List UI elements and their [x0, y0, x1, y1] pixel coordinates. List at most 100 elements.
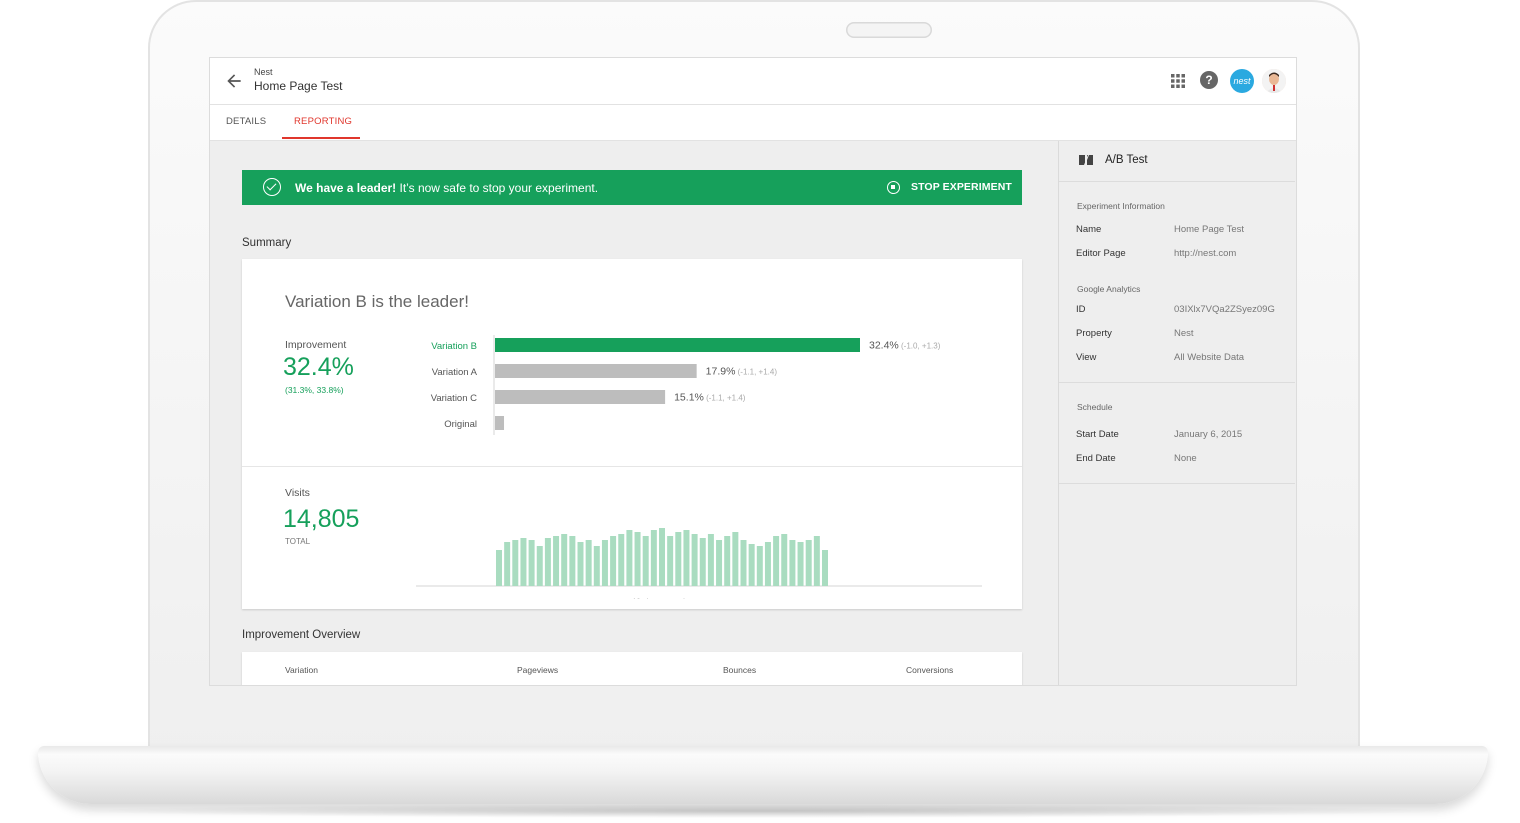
analytics-key-id: ID [1076, 304, 1086, 315]
visits-bar [675, 532, 682, 586]
stop-circle-icon [887, 181, 900, 194]
info-key-name: Name [1076, 224, 1102, 235]
visits-bar [805, 540, 812, 586]
bar-category-label: Original [444, 419, 477, 430]
tab-bar: DETAILS REPORTING [210, 105, 1296, 141]
user-avatar[interactable] [1262, 69, 1286, 93]
check-circle-icon [263, 178, 281, 196]
visits-bar [528, 540, 535, 586]
details-sidebar: A/B Test Experiment Information Name Hom… [1058, 141, 1296, 685]
overview-title: Improvement Overview [242, 629, 361, 641]
main-content: We have a leader! It’s now safe to stop … [210, 141, 1058, 685]
visits-bar [650, 530, 657, 586]
bar-interval-label: (-1.1, +1.4) [738, 368, 778, 377]
visits-bar [781, 534, 788, 586]
visits-caption: 40 days running [631, 597, 695, 599]
leader-banner: We have a leader! It’s now safe to stop … [242, 170, 1022, 205]
visits-bar [626, 530, 633, 586]
schedule-key-end: End Date [1076, 453, 1116, 464]
info-value-name: Home Page Test [1174, 224, 1245, 235]
visits-bar [642, 536, 649, 586]
visits-bar [659, 528, 665, 586]
stop-experiment-button[interactable]: STOP EXPERIMENT [885, 170, 1015, 205]
column-header-conversions[interactable]: Conversions [906, 665, 954, 675]
schedule-heading: Schedule [1077, 402, 1113, 412]
apps-grid-icon[interactable] [1170, 73, 1186, 89]
laptop-hinge [38, 746, 1488, 754]
info-key-editor-page: Editor Page [1076, 248, 1126, 259]
visits-bar [585, 540, 592, 586]
sidebar-title: A/B Test [1105, 154, 1148, 166]
analytics-key-property: Property [1076, 328, 1112, 339]
variation-bar [495, 416, 505, 430]
active-tab-indicator [282, 137, 360, 139]
analytics-value-id: 03IXlx7VQa2ZSyez09G [1174, 304, 1275, 315]
visits-bar [496, 550, 502, 586]
camera-notch [846, 22, 932, 38]
variation-bar [495, 390, 666, 404]
visits-bar [610, 536, 617, 586]
schedule-value-start: January 6, 2015 [1174, 429, 1243, 440]
bar-value-label: 15.1% [674, 392, 704, 404]
column-header-bounces[interactable]: Bounces [723, 665, 757, 675]
sidebar-divider [1059, 483, 1295, 484]
visits-bar [544, 538, 551, 586]
variation-bar [495, 338, 860, 352]
page-title: Home Page Test [254, 79, 343, 93]
tab-reporting[interactable]: REPORTING [294, 116, 353, 127]
analytics-key-view: View [1076, 352, 1097, 363]
banner-message: We have a leader! It’s now safe to stop … [295, 181, 598, 195]
card-divider [242, 466, 1022, 467]
laptop-shadow [60, 804, 1460, 818]
analytics-value-view: All Website Data [1174, 352, 1245, 363]
top-app-bar: Nest Home Page Test ? nest [210, 58, 1296, 105]
visits-bar [813, 536, 820, 586]
visits-bar-chart: 40 days running [416, 528, 982, 599]
user-photo-icon [1262, 69, 1286, 93]
info-value-editor-page[interactable]: http://nest.com [1174, 248, 1237, 259]
overview-table: Variation Pageviews Bounces Conversions [242, 652, 1022, 685]
visits-bar [764, 542, 771, 586]
app-subtitle: Nest [254, 67, 273, 77]
summary-card: Variation B is the leader! Improvement 3… [242, 259, 1022, 609]
bar-category-label: Variation A [432, 367, 478, 378]
visits-bar [748, 544, 755, 586]
visits-value: 14,805 [283, 505, 360, 533]
visits-bar [618, 534, 625, 586]
column-header-pageviews[interactable]: Pageviews [517, 665, 559, 675]
tab-details[interactable]: DETAILS [226, 116, 267, 127]
visits-bar [569, 536, 576, 586]
bar-category-label: Variation B [431, 341, 477, 352]
bar-value-label: 32.4% [869, 340, 899, 352]
help-icon[interactable]: ? [1200, 71, 1218, 89]
column-header-variation[interactable]: Variation [285, 665, 318, 675]
visits-bar [561, 534, 568, 586]
visits-bar [691, 534, 698, 586]
bar-interval-label: (-1.0, +1.3) [901, 342, 941, 351]
back-arrow-icon[interactable] [224, 71, 244, 91]
leader-headline: Variation B is the leader! [285, 292, 469, 311]
laptop-base [38, 746, 1488, 804]
visits-bar [773, 536, 780, 586]
visits-bar [716, 540, 723, 586]
bar-value-label: 17.9% [706, 366, 736, 378]
ab-test-icon [1079, 155, 1093, 165]
analytics-heading: Google Analytics [1077, 284, 1141, 294]
variation-bar [495, 364, 697, 378]
improvement-range: (31.3%, 33.8%) [285, 385, 344, 395]
visits-bar [593, 546, 600, 586]
visits-bar [740, 540, 747, 586]
visits-bar [520, 538, 527, 586]
improvement-value: 32.4% [283, 353, 354, 381]
improvement-label: Improvement [285, 339, 347, 351]
stop-experiment-label: STOP EXPERIMENT [911, 181, 1012, 193]
visits-bar [536, 546, 543, 586]
bar-category-label: Variation C [431, 393, 477, 404]
visits-total-label: TOTAL [285, 537, 311, 546]
visits-bar [699, 538, 706, 586]
app-screen: Nest Home Page Test ? nest DETAILS REPOR… [210, 58, 1296, 685]
account-nest-badge[interactable]: nest [1230, 69, 1254, 93]
visits-bar [504, 542, 511, 586]
visits-bar [732, 532, 739, 586]
sidebar-header: A/B Test [1059, 141, 1295, 182]
